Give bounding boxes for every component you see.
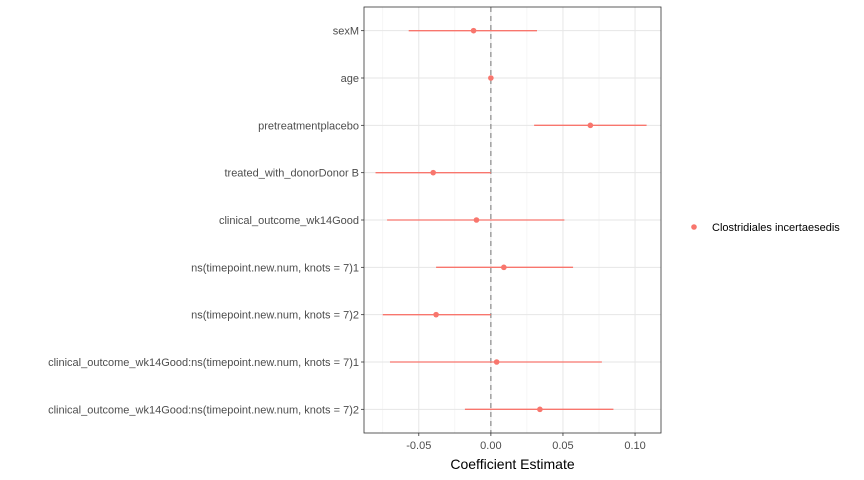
point <box>537 406 543 413</box>
legend: Clostridiales incertaesedis <box>691 222 840 234</box>
point <box>488 75 494 81</box>
legend-label: Clostridiales incertaesedis <box>712 222 840 234</box>
x-tick-label: 0.10 <box>624 440 645 452</box>
point <box>501 264 507 271</box>
x-tick-label: 0.00 <box>480 440 501 452</box>
point <box>433 311 439 318</box>
x-tick-label: -0.05 <box>406 440 431 452</box>
y-tick-label: age <box>341 73 359 85</box>
point <box>493 359 500 365</box>
y-tick-label: sexM <box>333 26 359 38</box>
legend-key <box>691 224 697 230</box>
point <box>473 217 480 223</box>
y-tick-label: clinical_outcome_wk14Good:ns(timepoint.n… <box>48 404 359 416</box>
point <box>470 27 477 34</box>
y-tick-label: clinical_outcome_wk14Good <box>219 215 359 227</box>
x-axis-title: Coefficient Estimate <box>450 456 574 472</box>
y-tick-label: treated_with_donorDonor B <box>224 168 359 180</box>
y-tick-label: clinical_outcome_wk14Good:ns(timepoint.n… <box>48 357 359 369</box>
x-tick-label: 0.05 <box>552 440 573 452</box>
y-tick-label: ns(timepoint.new.num, knots = 7)2 <box>191 310 359 322</box>
point <box>430 169 437 176</box>
y-tick-label: ns(timepoint.new.num, knots = 7)1 <box>191 262 359 274</box>
y-tick-label: pretreatmentplacebo <box>258 120 359 132</box>
point <box>587 122 594 129</box>
